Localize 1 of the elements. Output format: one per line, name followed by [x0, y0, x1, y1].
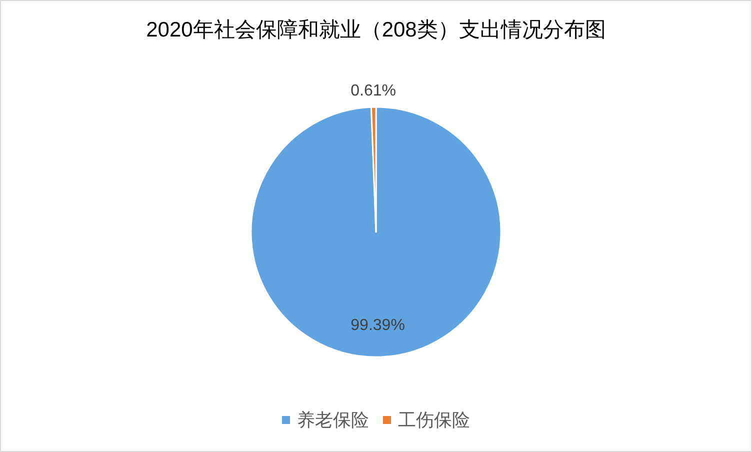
title: 2020年社会保障和就业（208类）支出情况分布图	[146, 18, 606, 42]
